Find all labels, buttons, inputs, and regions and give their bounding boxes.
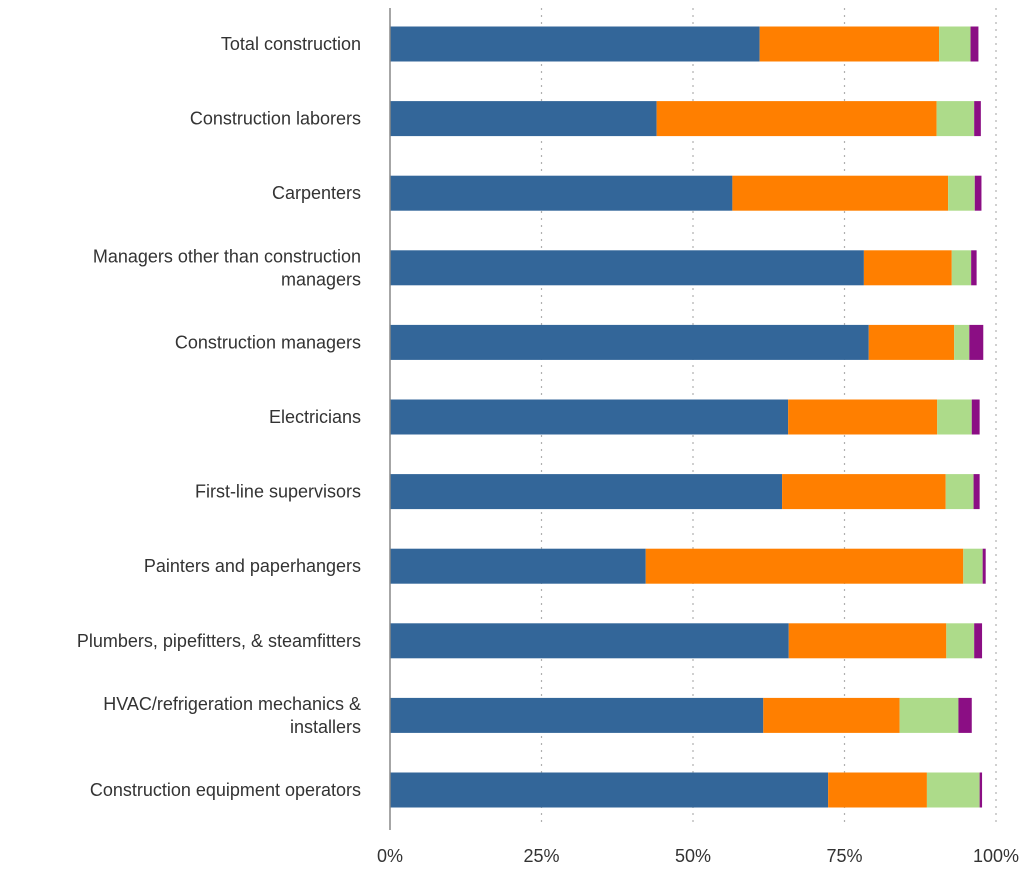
bar-segment	[954, 324, 970, 360]
bar-segment	[936, 101, 975, 137]
bar-segment	[390, 772, 829, 808]
x-tick-label: 100%	[973, 846, 1019, 866]
category-label: HVAC/refrigeration mechanics & installers	[103, 694, 361, 737]
category-label: Construction laborers	[190, 109, 361, 129]
bar-segment	[982, 548, 986, 584]
bar-segment	[828, 772, 927, 808]
bar-segment	[946, 623, 975, 659]
category-label-line: managers	[281, 269, 361, 289]
category-label-line: HVAC/refrigeration mechanics &	[103, 694, 361, 714]
bar-segment	[974, 175, 982, 211]
bar-segment	[971, 250, 977, 286]
bar-segment	[645, 548, 964, 584]
category-label-line: Painters and paperhangers	[144, 556, 361, 576]
bar-segment	[970, 26, 979, 62]
x-tick-label: 0%	[377, 846, 403, 866]
bar-segment	[390, 324, 869, 360]
bar-segment	[969, 324, 984, 360]
bar-segment	[788, 399, 938, 435]
category-label: Carpenters	[272, 183, 361, 203]
bar-segment	[958, 697, 972, 733]
category-label: Managers other than construction managers	[93, 246, 361, 289]
x-tick-label: 50%	[675, 846, 711, 866]
bar-segment	[390, 250, 864, 286]
bar-segment	[656, 101, 937, 137]
bar-segment	[788, 623, 947, 659]
category-label-line: Plumbers, pipefitters, & steamfitters	[77, 631, 361, 651]
category-label: First-line supervisors	[195, 482, 361, 502]
bar-segment	[390, 474, 783, 510]
bar-segment	[390, 175, 733, 211]
bar-segment	[948, 175, 975, 211]
category-label: Construction equipment operators	[90, 780, 361, 800]
bar-segment	[390, 26, 760, 62]
category-label: Construction managers	[175, 332, 361, 352]
x-tick-label: 75%	[826, 846, 862, 866]
bar-segment	[759, 26, 940, 62]
bar-segment	[390, 101, 657, 137]
bar-segment	[390, 548, 646, 584]
category-label-line: Construction managers	[175, 332, 361, 352]
category-label-line: installers	[290, 717, 361, 737]
bar-segment	[945, 474, 974, 510]
category-label-line: Managers other than construction	[93, 246, 361, 266]
category-label-line: Construction laborers	[190, 109, 361, 129]
bar-segment	[937, 399, 972, 435]
bar-segment	[974, 623, 983, 659]
bar-segment	[863, 250, 952, 286]
bar-segment	[974, 101, 981, 137]
bar-segment	[763, 697, 900, 733]
bars-layer	[390, 26, 986, 808]
category-label: Total construction	[221, 34, 361, 54]
category-label-line: Carpenters	[272, 183, 361, 203]
x-tick-label: 25%	[523, 846, 559, 866]
category-label-line: Total construction	[221, 34, 361, 54]
bar-segment	[939, 26, 971, 62]
bar-segment	[951, 250, 972, 286]
labels-layer: 0% 25% 50% 75% 100% Total construction Constru…	[77, 34, 1019, 866]
bar-segment	[390, 623, 789, 659]
bar-segment	[868, 324, 955, 360]
bar-segment	[963, 548, 983, 584]
bar-segment	[979, 772, 983, 808]
category-label: Electricians	[269, 407, 361, 427]
bar-segment	[926, 772, 980, 808]
category-label-line: Construction equipment operators	[90, 780, 361, 800]
bar-segment	[390, 399, 789, 435]
bar-segment	[782, 474, 946, 510]
bar-segment	[390, 697, 764, 733]
category-label-line: Electricians	[269, 407, 361, 427]
bar-segment	[973, 474, 980, 510]
bar-segment	[732, 175, 949, 211]
category-label: Plumbers, pipefitters, & steamfitters	[77, 631, 361, 651]
category-label: Painters and paperhangers	[144, 556, 361, 576]
category-label-line: First-line supervisors	[195, 482, 361, 502]
bar-segment	[971, 399, 980, 435]
bar-segment	[899, 697, 959, 733]
